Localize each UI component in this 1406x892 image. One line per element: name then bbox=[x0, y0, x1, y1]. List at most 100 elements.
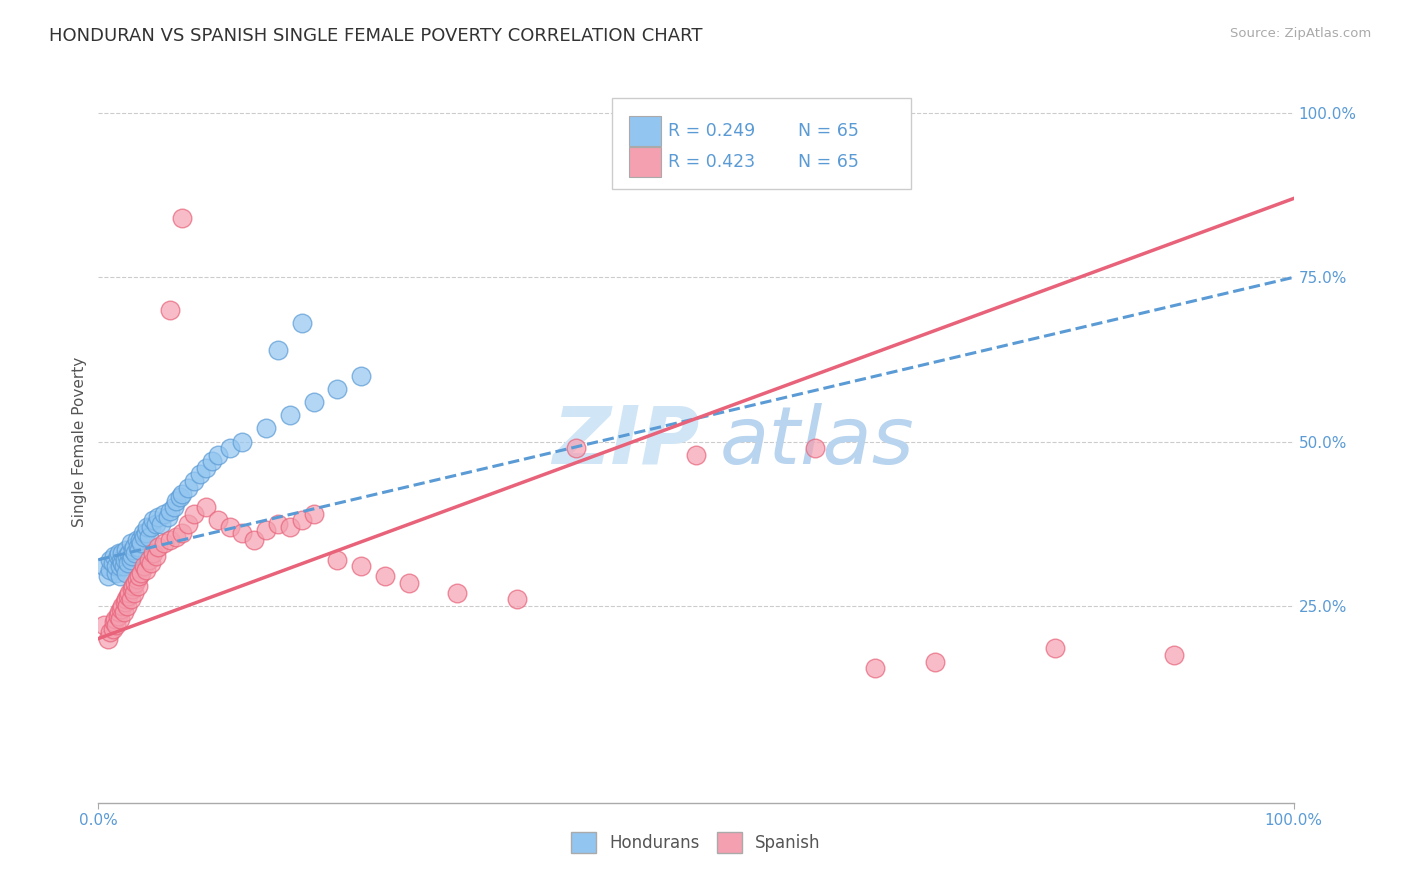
Point bbox=[195, 460, 218, 475]
Point bbox=[98, 553, 122, 567]
Point bbox=[149, 516, 172, 531]
Point bbox=[115, 566, 138, 580]
Point bbox=[142, 546, 165, 560]
Point bbox=[302, 395, 325, 409]
Point bbox=[110, 602, 132, 616]
Point bbox=[326, 382, 349, 396]
Point bbox=[135, 563, 157, 577]
Point bbox=[127, 540, 149, 554]
Point bbox=[114, 595, 136, 609]
Point bbox=[201, 454, 224, 468]
Point bbox=[302, 507, 325, 521]
Point bbox=[93, 559, 115, 574]
Point bbox=[148, 540, 170, 554]
Point bbox=[159, 503, 181, 517]
Point bbox=[278, 520, 301, 534]
Point bbox=[135, 526, 157, 541]
Point bbox=[107, 605, 129, 619]
Point bbox=[139, 556, 162, 570]
Point bbox=[131, 566, 153, 580]
Point bbox=[124, 546, 146, 560]
Point bbox=[107, 549, 129, 564]
Point bbox=[97, 569, 120, 583]
Point bbox=[153, 536, 176, 550]
Point bbox=[565, 441, 588, 455]
Text: R = 0.249: R = 0.249 bbox=[668, 122, 756, 140]
Point bbox=[115, 592, 138, 607]
Point bbox=[98, 563, 122, 577]
Point bbox=[159, 533, 181, 547]
FancyBboxPatch shape bbox=[613, 98, 911, 189]
Point bbox=[159, 303, 181, 318]
Point bbox=[165, 530, 187, 544]
Point bbox=[122, 579, 145, 593]
Point bbox=[374, 569, 396, 583]
Point bbox=[97, 632, 120, 646]
Point bbox=[111, 599, 134, 613]
Point bbox=[177, 516, 200, 531]
Point bbox=[267, 343, 290, 357]
Point bbox=[121, 582, 143, 597]
Point bbox=[118, 585, 141, 599]
Point bbox=[115, 599, 138, 613]
Point bbox=[350, 368, 373, 383]
Point bbox=[136, 520, 159, 534]
Point bbox=[506, 592, 529, 607]
Point bbox=[110, 553, 132, 567]
Point bbox=[148, 510, 170, 524]
Point bbox=[195, 500, 218, 515]
Point bbox=[188, 467, 211, 482]
Point bbox=[446, 585, 468, 599]
Point bbox=[183, 507, 205, 521]
Point bbox=[105, 618, 128, 632]
Point bbox=[107, 608, 129, 623]
Point bbox=[139, 520, 162, 534]
Point bbox=[169, 491, 191, 505]
Legend: Hondurans, Spanish: Hondurans, Spanish bbox=[565, 826, 827, 860]
Point bbox=[108, 569, 131, 583]
Point bbox=[108, 559, 131, 574]
Point bbox=[122, 542, 145, 557]
Text: Source: ZipAtlas.com: Source: ZipAtlas.com bbox=[1230, 27, 1371, 40]
Point bbox=[103, 549, 125, 564]
Point bbox=[219, 441, 242, 455]
Point bbox=[254, 421, 277, 435]
Point bbox=[115, 549, 138, 564]
Point bbox=[131, 526, 153, 541]
Point bbox=[101, 622, 124, 636]
Point bbox=[125, 533, 148, 547]
Point bbox=[183, 474, 205, 488]
Point bbox=[124, 585, 146, 599]
Point bbox=[172, 487, 194, 501]
Point bbox=[129, 533, 152, 547]
Point bbox=[243, 533, 266, 547]
Point bbox=[104, 612, 127, 626]
Point bbox=[172, 211, 194, 226]
Point bbox=[124, 575, 146, 590]
Point bbox=[398, 575, 420, 590]
Point bbox=[156, 510, 179, 524]
Point bbox=[1043, 641, 1066, 656]
Text: N = 65: N = 65 bbox=[797, 153, 859, 170]
Y-axis label: Single Female Poverty: Single Female Poverty bbox=[72, 357, 87, 526]
Point bbox=[145, 516, 167, 531]
Point bbox=[125, 573, 148, 587]
Point bbox=[231, 434, 253, 449]
Point bbox=[138, 530, 160, 544]
Point bbox=[108, 612, 131, 626]
Point bbox=[120, 553, 142, 567]
Point bbox=[128, 542, 150, 557]
Point bbox=[115, 542, 138, 557]
Point bbox=[105, 559, 128, 574]
Point bbox=[1163, 648, 1185, 662]
Point bbox=[254, 523, 277, 537]
Point bbox=[117, 556, 139, 570]
Point bbox=[117, 589, 139, 603]
Text: HONDURAN VS SPANISH SINGLE FEMALE POVERTY CORRELATION CHART: HONDURAN VS SPANISH SINGLE FEMALE POVERT… bbox=[49, 27, 703, 45]
Point bbox=[120, 592, 142, 607]
Point bbox=[101, 556, 124, 570]
Point bbox=[163, 500, 186, 515]
FancyBboxPatch shape bbox=[628, 116, 661, 146]
Point bbox=[172, 526, 194, 541]
Point bbox=[138, 553, 160, 567]
